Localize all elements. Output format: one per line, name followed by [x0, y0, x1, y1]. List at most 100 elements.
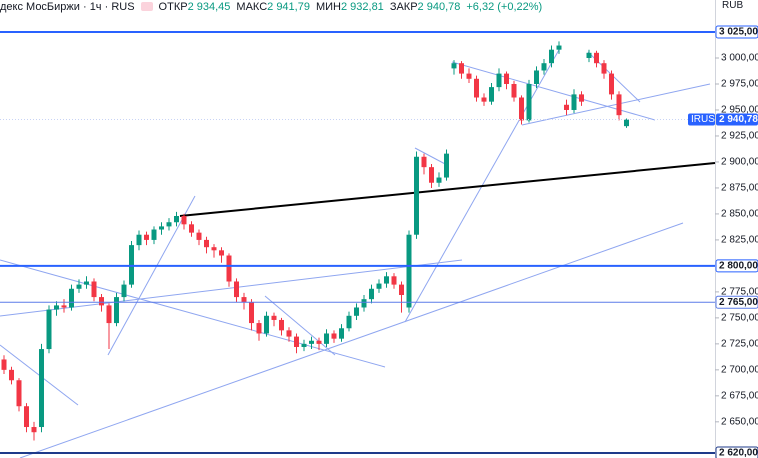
- level-label: 2 620,00: [719, 448, 758, 458]
- candle-body: [106, 305, 112, 324]
- candle-body: [466, 73, 472, 79]
- symbol-title: декс МосБиржи · 1ч · RUS: [0, 0, 135, 13]
- trend-line: [264, 295, 336, 356]
- candle-body: [369, 288, 374, 300]
- trend-line: [19, 222, 684, 458]
- y-tick-label: 2 725,00: [721, 339, 758, 350]
- candle-body: [504, 73, 509, 84]
- candle-body: [24, 406, 29, 428]
- price-box: [716, 113, 758, 126]
- y-tick-label: 2 700,00: [721, 364, 758, 375]
- ohlc-label: ЗАКР: [389, 0, 418, 13]
- candle-body: [601, 63, 607, 74]
- level-label: 2 765,00: [719, 297, 758, 308]
- candle-body: [264, 315, 269, 334]
- candle-body: [99, 297, 104, 306]
- candle-body: [571, 94, 577, 110]
- candle-body: [361, 299, 367, 308]
- candle-body: [54, 305, 59, 310]
- candle-body: [579, 94, 584, 102]
- symbol-label: IRUS: [691, 114, 715, 125]
- candle-body: [474, 78, 479, 98]
- candle-body: [586, 52, 592, 59]
- candle-body: [444, 153, 449, 178]
- candle-body: [391, 276, 397, 285]
- trend-line: [414, 147, 448, 166]
- candle-body: [301, 343, 307, 347]
- candle-body: [114, 297, 119, 324]
- candle-body: [384, 276, 389, 284]
- candle-body: [511, 83, 517, 98]
- ohlc-value: 2 934,45: [187, 0, 231, 13]
- level-label: 2 800,00: [719, 261, 758, 272]
- candle-body: [31, 427, 37, 433]
- y-tick-label: 2 975,00: [721, 79, 758, 90]
- candle-body: [16, 380, 22, 407]
- indicator-icon[interactable]: [140, 2, 153, 11]
- candle-body: [249, 302, 254, 324]
- candle-body: [331, 333, 337, 339]
- ohlc-value: 2 940,78: [417, 0, 461, 13]
- candle-body: [286, 330, 292, 337]
- level-label-box: [715, 25, 758, 39]
- candle-body: [451, 63, 457, 69]
- candle-body: [594, 52, 599, 64]
- candle-body: [556, 45, 562, 50]
- level-label: 3 025,00: [719, 27, 758, 38]
- candle-body: [129, 245, 134, 285]
- candle-body: [294, 336, 299, 347]
- candle-body: [564, 104, 569, 110]
- y-tick-label: 2 825,00: [721, 235, 758, 246]
- level-label-box: [715, 446, 758, 458]
- ohlc-label: МИН: [315, 0, 341, 13]
- y-tick-label: 2 900,00: [721, 157, 758, 168]
- candle-body: [166, 222, 172, 227]
- ohlc: ЗАКР2 940,78: [390, 1, 461, 13]
- candle-body: [519, 97, 524, 121]
- trend-line: [0, 259, 386, 368]
- candle-body: [234, 281, 239, 298]
- candle-body: [84, 281, 89, 285]
- y-tick-label: 2 950,00: [721, 105, 758, 116]
- candle-body: [181, 216, 187, 225]
- ohlc-label: МАКС: [236, 0, 268, 13]
- symbol-box: [688, 113, 715, 126]
- candle-body: [279, 319, 284, 331]
- candle-body: [496, 73, 502, 88]
- y-tick-label: 3 000,00: [721, 53, 758, 64]
- trend-line: [179, 162, 716, 217]
- candle-body: [226, 255, 232, 282]
- y-tick-label: 2 750,00: [721, 313, 758, 324]
- y-tick-label: 2 875,00: [721, 183, 758, 194]
- candle-body: [241, 297, 247, 303]
- candle-body: [211, 247, 217, 251]
- ohlc-value: 2 932,81: [340, 0, 384, 13]
- y-tick-label: 2 925,00: [721, 131, 758, 142]
- candle-body: [609, 73, 614, 95]
- candle-body: [616, 94, 622, 116]
- currency[interactable]: RUB: [722, 0, 744, 11]
- trend-line: [0, 259, 463, 317]
- candle-body: [39, 349, 44, 428]
- trend-line: [521, 83, 711, 126]
- candle-body: [376, 283, 382, 289]
- candle-body: [136, 234, 142, 246]
- candle-body: [144, 234, 149, 240]
- candle-body: [219, 250, 224, 256]
- candle-body: [204, 239, 209, 248]
- candle-body: [61, 305, 67, 308]
- ohlc: ОТКР2 934,45: [159, 1, 231, 13]
- candle-body: [406, 234, 412, 308]
- candle-body: [346, 315, 352, 329]
- candle-body: [481, 97, 487, 102]
- candle-body: [159, 226, 164, 230]
- candle-body: [414, 156, 419, 235]
- candle-body: [421, 156, 427, 168]
- candle-body: [9, 369, 14, 381]
- candle-body: [459, 63, 464, 74]
- candle-body: [151, 229, 157, 240]
- candle-body: [534, 70, 539, 84]
